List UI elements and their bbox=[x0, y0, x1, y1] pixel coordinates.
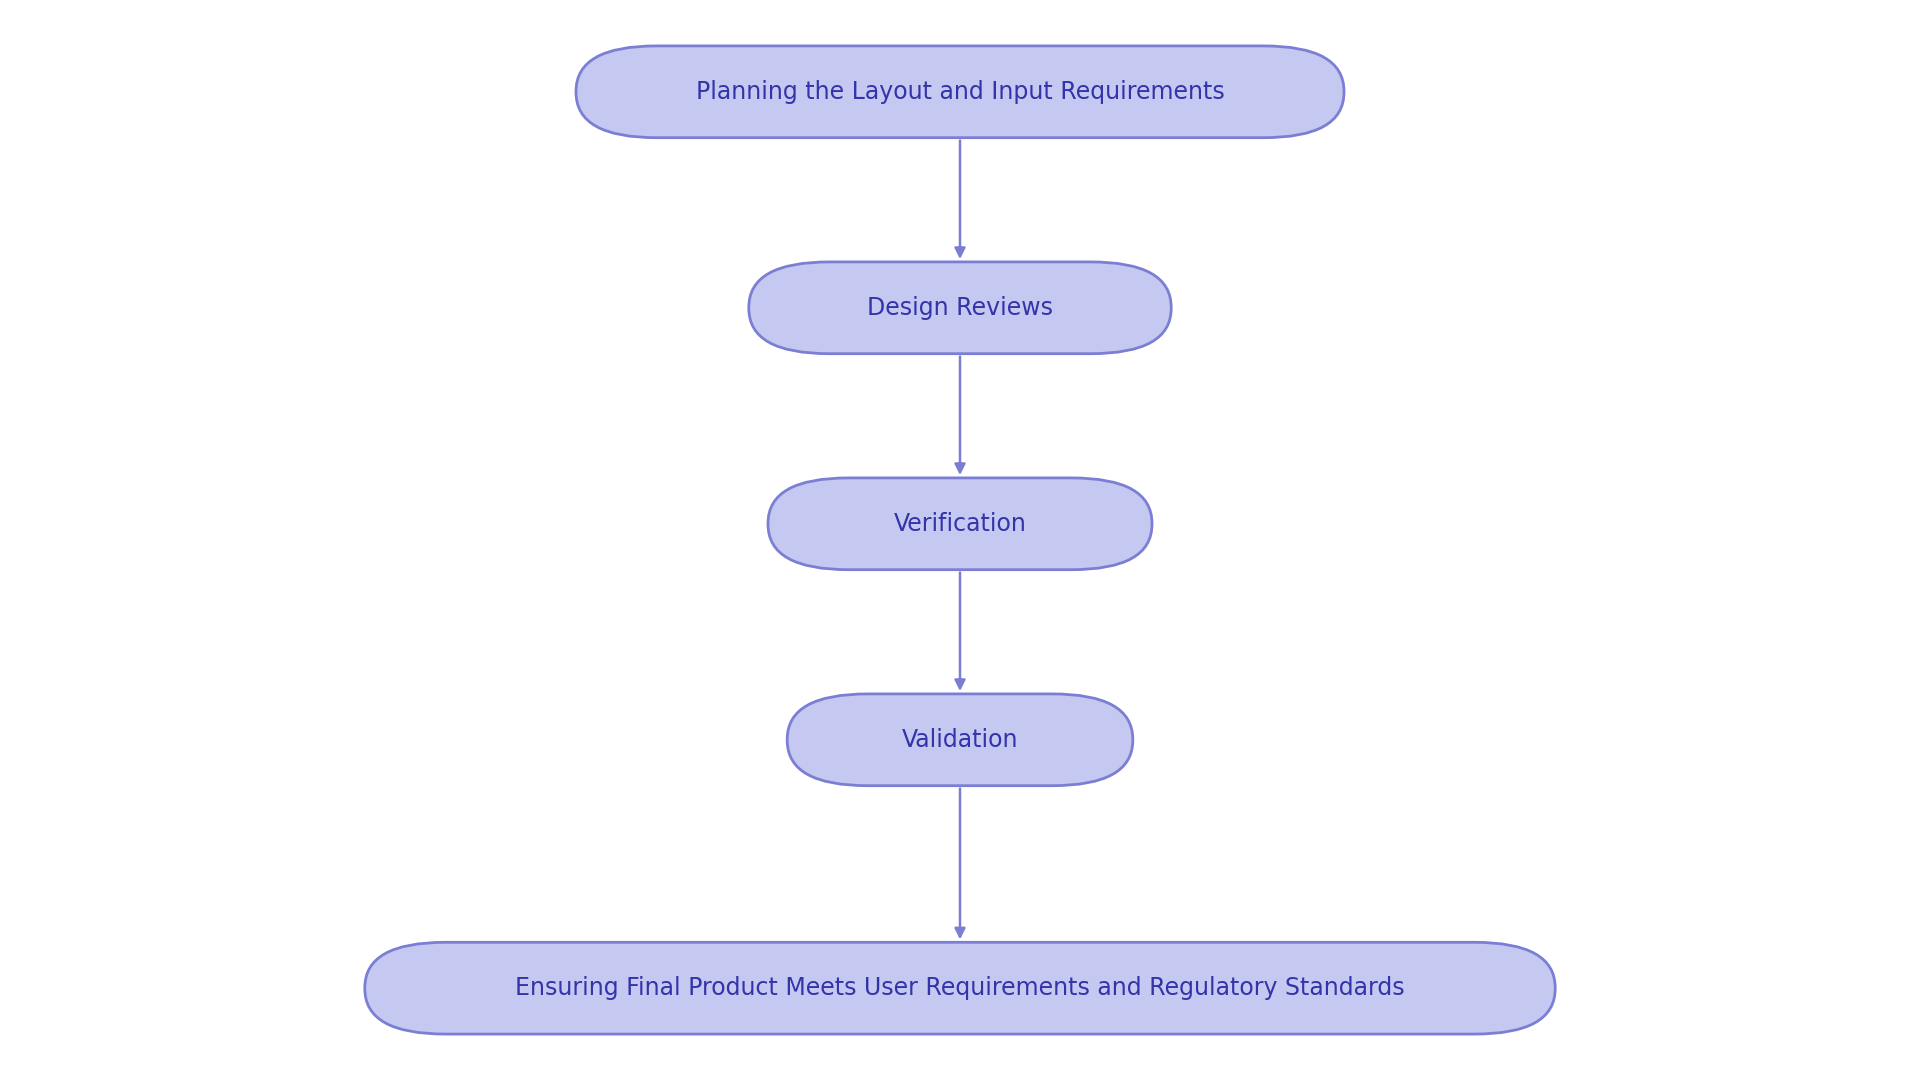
FancyBboxPatch shape bbox=[749, 262, 1171, 354]
Text: Validation: Validation bbox=[902, 728, 1018, 752]
Text: Verification: Verification bbox=[893, 512, 1027, 536]
Text: Ensuring Final Product Meets User Requirements and Regulatory Standards: Ensuring Final Product Meets User Requir… bbox=[515, 976, 1405, 1000]
Text: Planning the Layout and Input Requirements: Planning the Layout and Input Requiremen… bbox=[695, 80, 1225, 104]
FancyBboxPatch shape bbox=[365, 942, 1555, 1035]
FancyBboxPatch shape bbox=[787, 693, 1133, 786]
FancyBboxPatch shape bbox=[768, 477, 1152, 570]
Text: Design Reviews: Design Reviews bbox=[868, 296, 1052, 320]
FancyBboxPatch shape bbox=[576, 46, 1344, 137]
